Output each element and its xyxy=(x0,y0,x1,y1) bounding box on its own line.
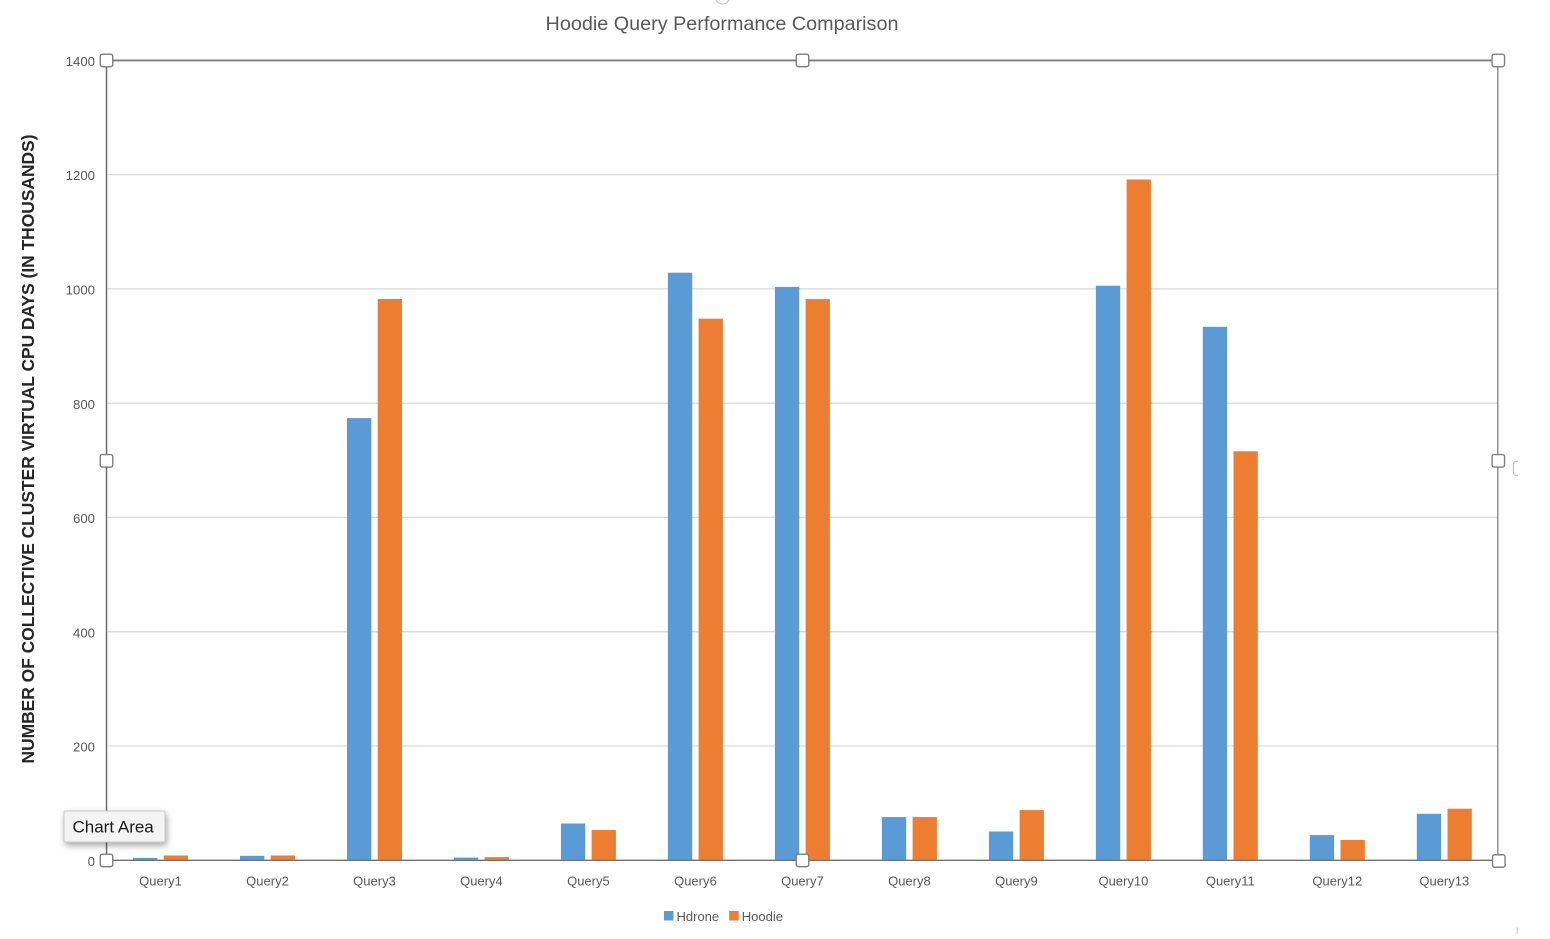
svg-text:Query12: Query12 xyxy=(1312,874,1362,889)
svg-text:NUMBER OF COLLECTIVE CLUSTER V: NUMBER OF COLLECTIVE CLUSTER VIRTUAL CPU… xyxy=(18,135,38,764)
svg-text:0: 0 xyxy=(88,854,95,869)
svg-text:Query2: Query2 xyxy=(246,874,289,889)
svg-text:1400: 1400 xyxy=(66,54,95,69)
svg-text:Query13: Query13 xyxy=(1419,874,1469,889)
svg-text:Hoodie: Hoodie xyxy=(742,909,783,924)
svg-text:Query9: Query9 xyxy=(995,874,1038,889)
svg-text:Query8: Query8 xyxy=(888,874,931,889)
svg-text:400: 400 xyxy=(73,625,95,640)
svg-text:Chart Area: Chart Area xyxy=(73,818,155,837)
svg-text:Query7: Query7 xyxy=(781,874,824,889)
svg-text:Query1: Query1 xyxy=(139,874,182,889)
svg-text:Query6: Query6 xyxy=(674,874,717,889)
svg-text:Query11: Query11 xyxy=(1206,874,1255,889)
svg-text:200: 200 xyxy=(73,740,95,755)
svg-text:1200: 1200 xyxy=(66,168,95,183)
svg-text:Query3: Query3 xyxy=(353,874,396,889)
svg-text:Query4: Query4 xyxy=(460,874,503,889)
svg-text:1000: 1000 xyxy=(66,283,95,298)
svg-text:Query10: Query10 xyxy=(1098,874,1148,889)
svg-text:Hoodie Query Performance Compa: Hoodie Query Performance Comparison xyxy=(546,13,899,35)
svg-text:800: 800 xyxy=(73,397,95,412)
svg-text:Query5: Query5 xyxy=(567,874,610,889)
svg-text:Hdrone: Hdrone xyxy=(677,909,720,924)
svg-text:600: 600 xyxy=(73,511,95,526)
